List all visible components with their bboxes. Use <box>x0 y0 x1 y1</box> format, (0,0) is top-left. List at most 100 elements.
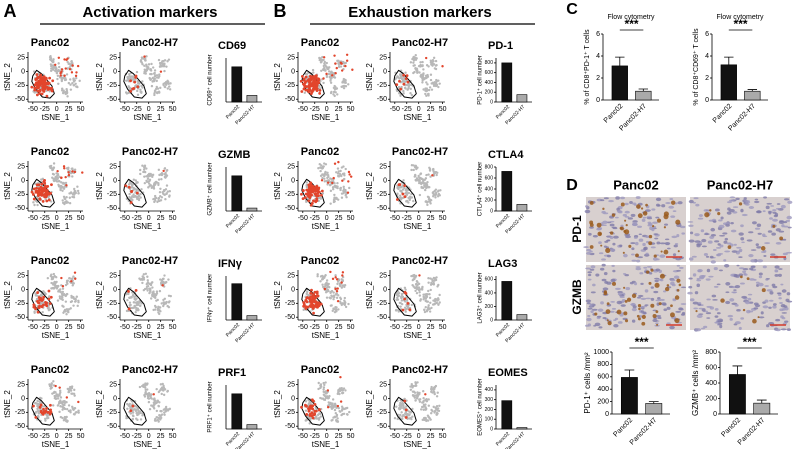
tsne-cell <box>304 409 308 412</box>
tsne-cell <box>169 294 172 298</box>
tsne-cell <box>421 64 424 67</box>
y-tick-label: -25 <box>107 191 117 198</box>
nucleus <box>731 250 738 253</box>
tsne-cell <box>322 66 326 70</box>
y-axis-label: CTLA4⁺ cell number <box>477 162 484 217</box>
tsne-cell <box>158 173 161 177</box>
tsne-marker-cell <box>131 404 135 408</box>
tsne-marker-cell <box>30 190 34 194</box>
nucleus <box>779 220 784 223</box>
tsne-cell <box>332 73 336 76</box>
x-tick-label: -50 <box>390 433 400 440</box>
stained-cell <box>650 303 655 308</box>
nucleus <box>601 278 607 282</box>
tsne-cell <box>314 416 318 419</box>
x-tick-label: 25 <box>65 324 73 331</box>
tsne-cell <box>401 188 405 191</box>
nucleus <box>778 273 782 277</box>
tsne-cell <box>132 195 136 198</box>
tsne-cell <box>130 296 133 299</box>
tsne-marker-cell <box>306 189 310 193</box>
nucleus <box>725 291 730 294</box>
tsne-cell <box>145 179 148 183</box>
tsne-cell <box>128 296 131 299</box>
tsne-cell <box>432 84 436 88</box>
tsne-cell <box>156 418 160 422</box>
tsne-marker-cell <box>47 289 51 293</box>
tsne-cell <box>131 183 134 186</box>
nucleus <box>598 241 602 245</box>
tsne-cell <box>128 192 131 196</box>
tsne-cell <box>165 169 168 173</box>
nucleus <box>585 267 591 270</box>
nucleus <box>696 283 701 288</box>
tsne-cell <box>399 413 402 417</box>
tsne-cell <box>153 69 157 72</box>
tsne-cell <box>145 383 149 386</box>
nucleus <box>750 259 756 263</box>
tsne-cell <box>158 75 161 78</box>
stained-cell <box>623 229 627 233</box>
stained-cell <box>589 220 594 225</box>
tsne-cell <box>162 82 165 86</box>
nucleus <box>593 324 597 327</box>
nucleus <box>736 308 741 312</box>
y-axis-label: PD-1⁺ cells /mm² <box>583 352 592 413</box>
tsne-cell <box>155 387 158 391</box>
nucleus <box>783 225 789 228</box>
tsne-marker-cell <box>301 189 305 192</box>
tsne-cell <box>66 95 69 98</box>
nucleus <box>717 252 724 255</box>
y-tick-label: 25 <box>17 163 25 170</box>
x-axis-label: tSNE_1 <box>312 440 340 449</box>
nucleus <box>698 307 704 310</box>
tsne-cell <box>128 301 132 304</box>
y-tick-label: 800 <box>705 349 717 356</box>
stained-cell <box>611 281 616 286</box>
tsne-cell <box>69 389 73 392</box>
nucleus <box>609 310 615 313</box>
tsne-cell <box>149 394 152 398</box>
tsne-cell <box>329 290 333 294</box>
tsne-marker-cell <box>303 84 307 88</box>
x-tick-label: 0 <box>55 106 59 113</box>
y-tick-label: 25 <box>17 54 25 61</box>
y-tick-label: -25 <box>285 82 295 89</box>
x-tick-label: 0 <box>325 215 329 222</box>
nucleus <box>739 282 745 285</box>
y-tick-label: 400 <box>485 186 494 192</box>
stained-cell <box>648 234 653 239</box>
tsne-cell <box>164 171 167 175</box>
tsne-cell <box>400 302 404 306</box>
nucleus <box>625 287 631 291</box>
tsne-marker-cell <box>75 71 78 74</box>
tsne-marker-cell <box>302 87 306 91</box>
nucleus <box>740 317 745 320</box>
tsne-cell <box>145 282 148 286</box>
nucleus <box>716 283 721 286</box>
y-tick-label: 0 <box>113 286 117 293</box>
tsne-cell <box>340 286 344 289</box>
tsne-marker-cell <box>127 307 131 311</box>
tsne-cell <box>339 297 343 301</box>
tsne-cell <box>334 85 337 89</box>
tsne-cell <box>149 72 152 76</box>
x-tick-label: 0 <box>147 433 151 440</box>
nucleus <box>769 299 774 302</box>
tsne-cell <box>424 89 427 92</box>
tsne-cell <box>163 189 166 192</box>
tsne-cell <box>63 78 67 82</box>
tsne-marker-cell <box>159 70 163 73</box>
nucleus <box>603 212 609 215</box>
nucleus <box>650 286 654 289</box>
nucleus <box>760 311 764 315</box>
tsne-cell <box>154 417 157 421</box>
tsne-cell <box>420 185 423 189</box>
nucleus <box>697 303 702 306</box>
tsne-cell <box>437 192 441 196</box>
tsne-cell <box>158 289 162 293</box>
x-tick-label: Panc02 <box>603 103 625 125</box>
tsne-cell <box>340 174 343 178</box>
nucleus <box>763 196 768 199</box>
nucleus <box>695 328 702 332</box>
